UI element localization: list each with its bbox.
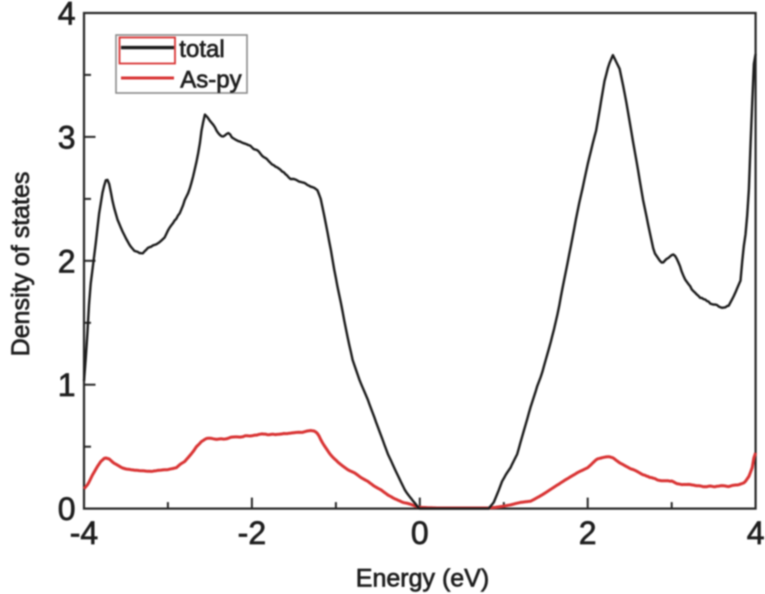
svg-text:0: 0 [411,515,429,551]
svg-text:As-py: As-py [180,66,241,93]
svg-text:2: 2 [579,515,597,551]
svg-text:2: 2 [58,243,76,279]
svg-text:1: 1 [58,367,76,403]
svg-text:-2: -2 [238,515,266,551]
svg-text:total: total [179,36,224,63]
svg-text:4: 4 [58,0,76,32]
svg-text:-4: -4 [70,515,98,551]
svg-text:4: 4 [747,515,765,551]
svg-text:Density of states: Density of states [7,172,35,357]
svg-text:3: 3 [58,119,76,155]
svg-text:0: 0 [58,491,76,527]
svg-text:Energy (eV): Energy (eV) [356,565,489,593]
